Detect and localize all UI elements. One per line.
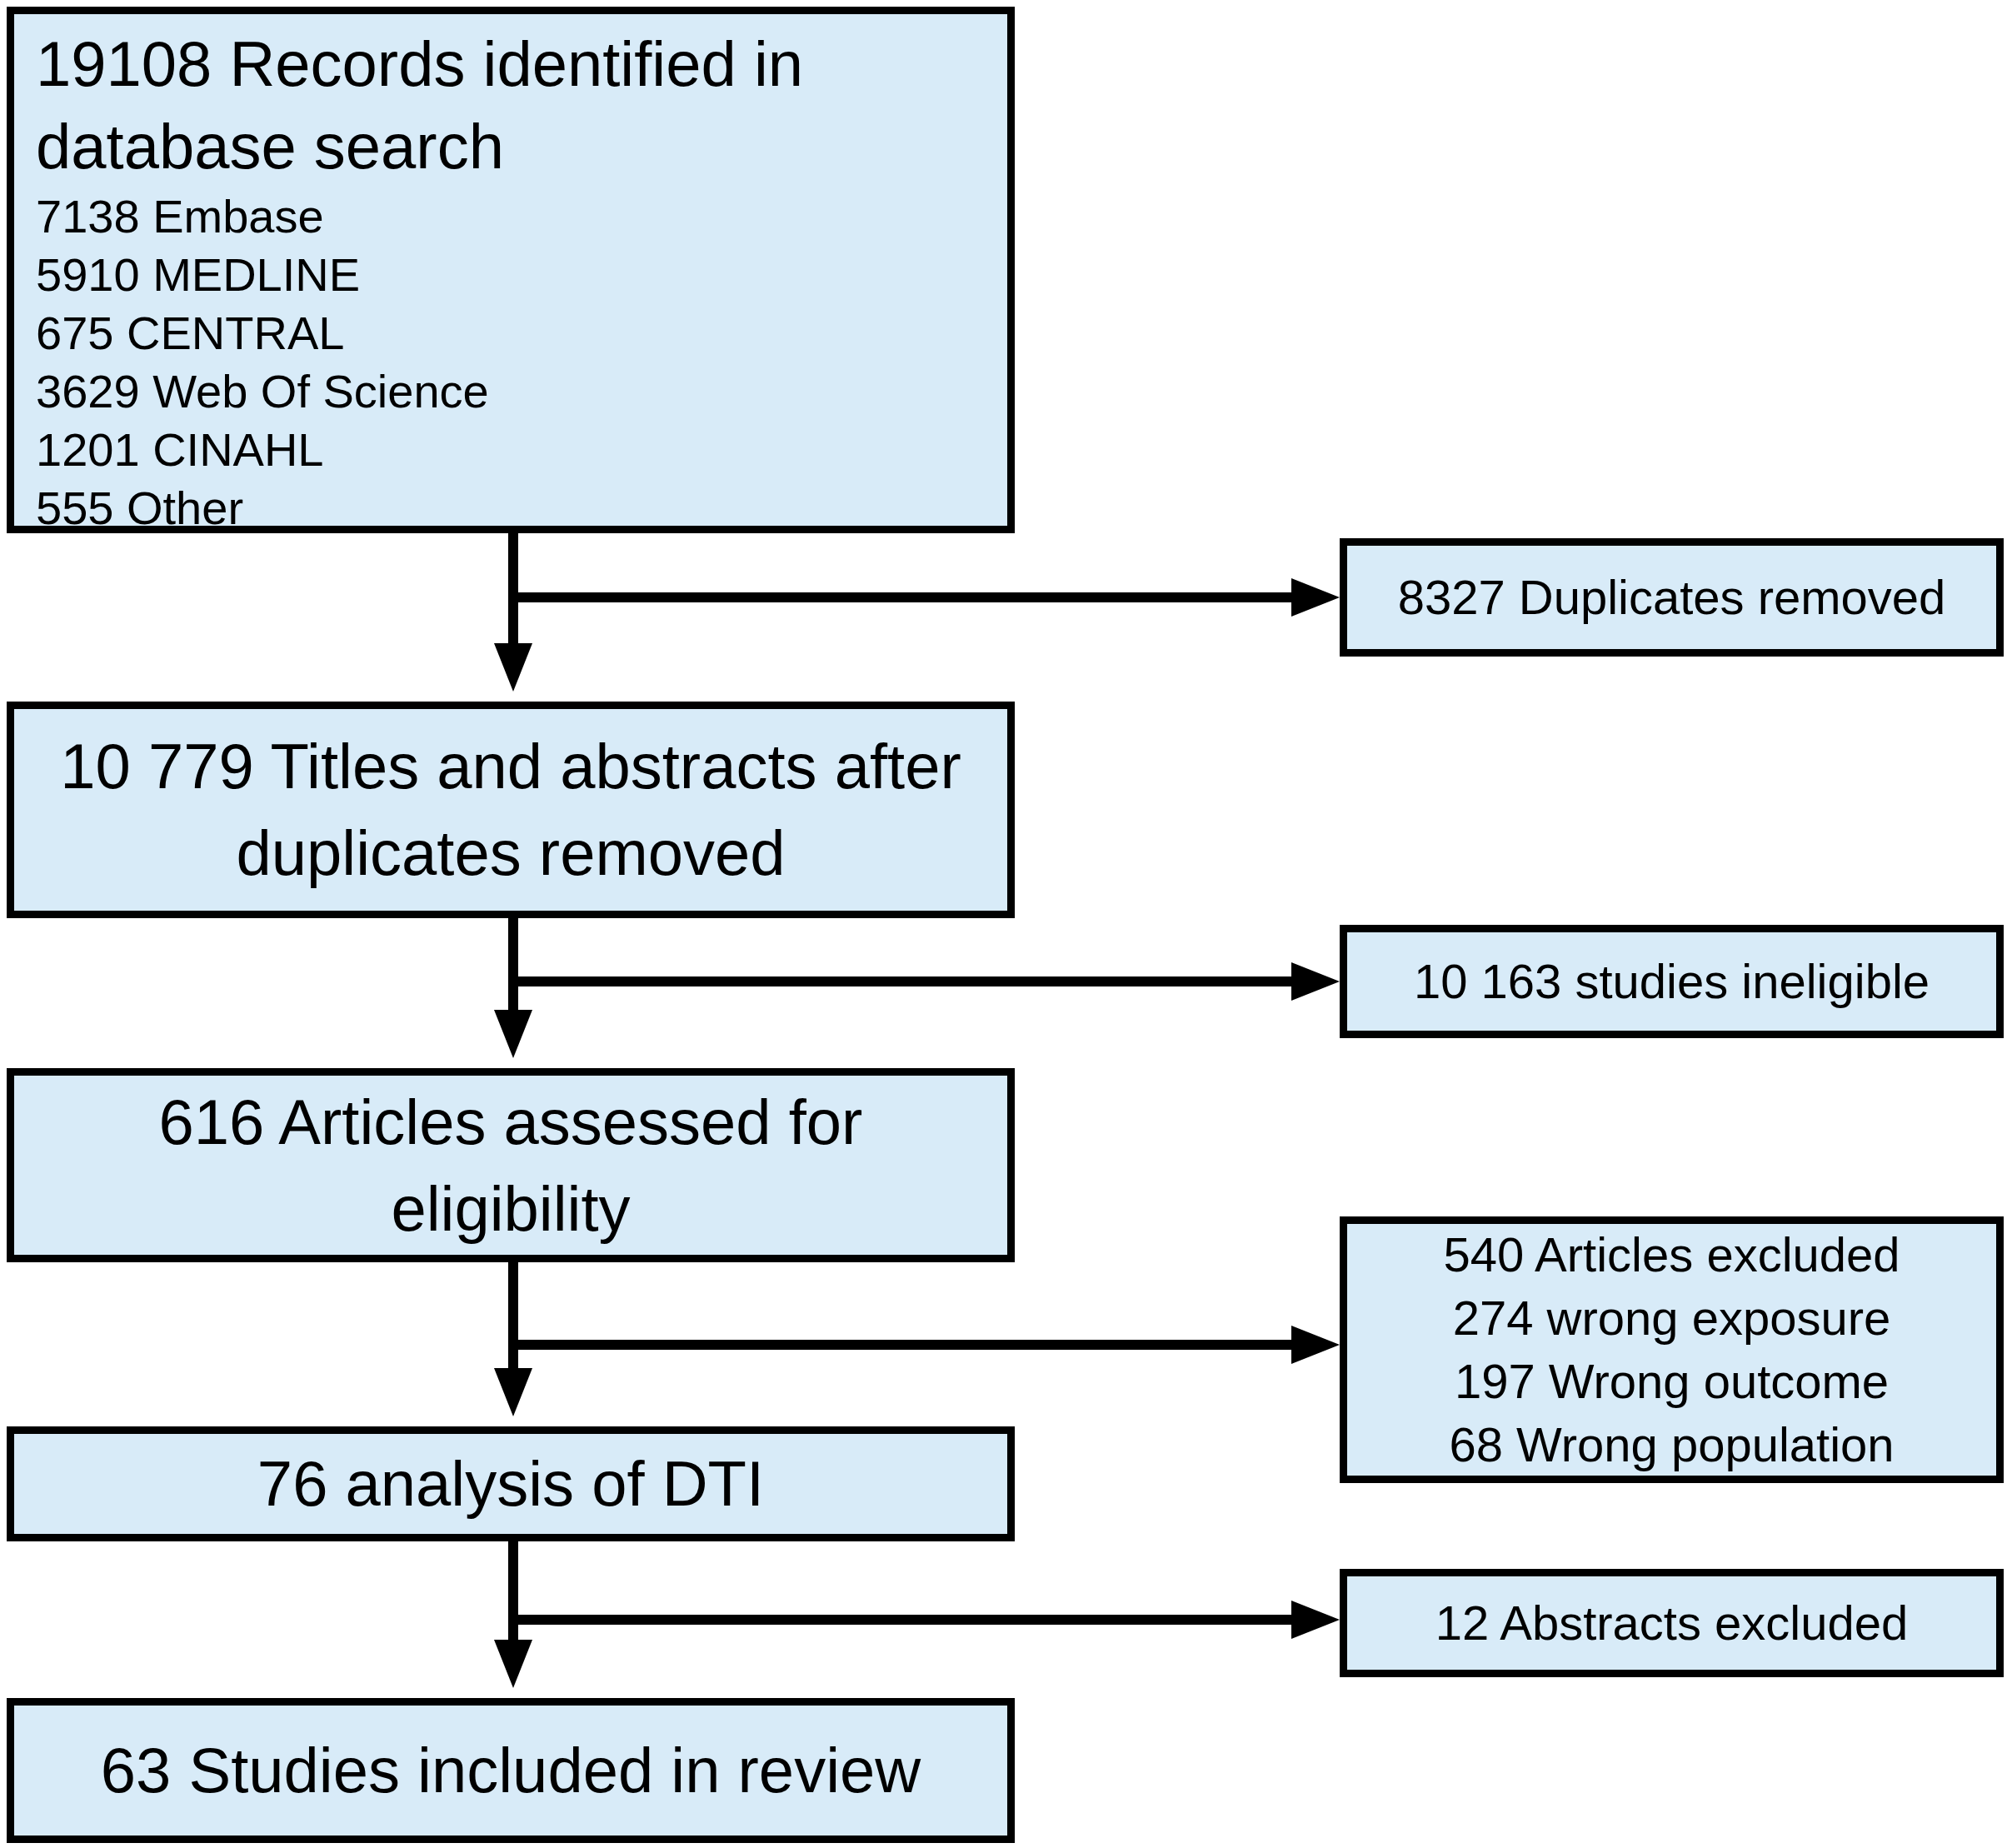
records-identified-box: 19108 Records identified in database sea…	[7, 7, 1015, 533]
arrow-down-icon	[494, 643, 532, 692]
articles-excluded-box: 540 Articles excluded 274 wrong exposure…	[1340, 1216, 2004, 1483]
studies-ineligible-label: 10 163 studies ineligible	[1414, 950, 1930, 1013]
arrow-right-icon	[1291, 1601, 1340, 1639]
articles-excluded-wrong-population: 68 Wrong population	[1449, 1413, 1894, 1476]
connector-line-titles-to-assessed	[508, 918, 518, 1016]
analysis-dti-box: 76 analysis of DTI	[7, 1426, 1015, 1541]
titles-abstracts-box: 10 779 Titles and abstracts after duplic…	[7, 702, 1015, 918]
arrow-down-icon	[494, 1368, 532, 1416]
records-detail-embase: 7138 Embase	[36, 187, 986, 246]
records-detail-other: 555 Other	[36, 479, 986, 537]
records-detail-cinahl: 1201 CINAHL	[36, 421, 986, 479]
arrow-down-icon	[494, 1640, 532, 1688]
titles-abstracts-line-2: duplicates removed	[236, 810, 785, 897]
duplicates-removed-box: 8327 Duplicates removed	[1340, 538, 2004, 657]
articles-excluded-wrong-exposure: 274 wrong exposure	[1453, 1286, 1891, 1350]
prisma-flow-diagram: 19108 Records identified in database sea…	[0, 0, 2012, 1848]
articles-excluded-total: 540 Articles excluded	[1443, 1223, 1900, 1286]
studies-included-box: 63 Studies included in review	[7, 1698, 1015, 1843]
studies-ineligible-box: 10 163 studies ineligible	[1340, 925, 2004, 1038]
connector-line-records-to-titles	[508, 533, 518, 650]
arrow-right-icon	[1291, 962, 1340, 1001]
connector-line-to-excluded	[513, 1340, 1293, 1350]
connector-line-to-ineligible	[513, 976, 1293, 986]
articles-excluded-wrong-outcome: 197 Wrong outcome	[1455, 1350, 1889, 1413]
records-detail-medline: 5910 MEDLINE	[36, 246, 986, 304]
connector-line-to-abstracts-excluded	[513, 1615, 1293, 1625]
titles-abstracts-line-1: 10 779 Titles and abstracts after	[60, 723, 961, 810]
connector-line-to-duplicates	[513, 592, 1293, 602]
analysis-dti-label: 76 analysis of DTI	[257, 1441, 764, 1527]
arrow-right-icon	[1291, 578, 1340, 617]
articles-assessed-line-1: 616 Articles assessed for	[159, 1079, 863, 1166]
records-detail-central: 675 CENTRAL	[36, 304, 986, 362]
records-detail-web-of-science: 3629 Web Of Science	[36, 362, 986, 421]
articles-assessed-box: 616 Articles assessed for eligibility	[7, 1068, 1015, 1262]
abstracts-excluded-box: 12 Abstracts excluded	[1340, 1569, 2004, 1677]
records-identified-title-line-2: database search	[36, 105, 986, 187]
arrow-down-icon	[494, 1010, 532, 1058]
abstracts-excluded-label: 12 Abstracts excluded	[1435, 1591, 1908, 1655]
connector-line-dti-to-included	[508, 1541, 518, 1646]
studies-included-label: 63 Studies included in review	[101, 1727, 921, 1814]
articles-assessed-line-2: eligibility	[391, 1166, 630, 1252]
connector-line-assessed-to-dti	[508, 1262, 518, 1375]
records-identified-title-line-1: 19108 Records identified in	[36, 22, 986, 105]
arrow-right-icon	[1291, 1326, 1340, 1364]
duplicates-removed-label: 8327 Duplicates removed	[1398, 566, 1946, 629]
